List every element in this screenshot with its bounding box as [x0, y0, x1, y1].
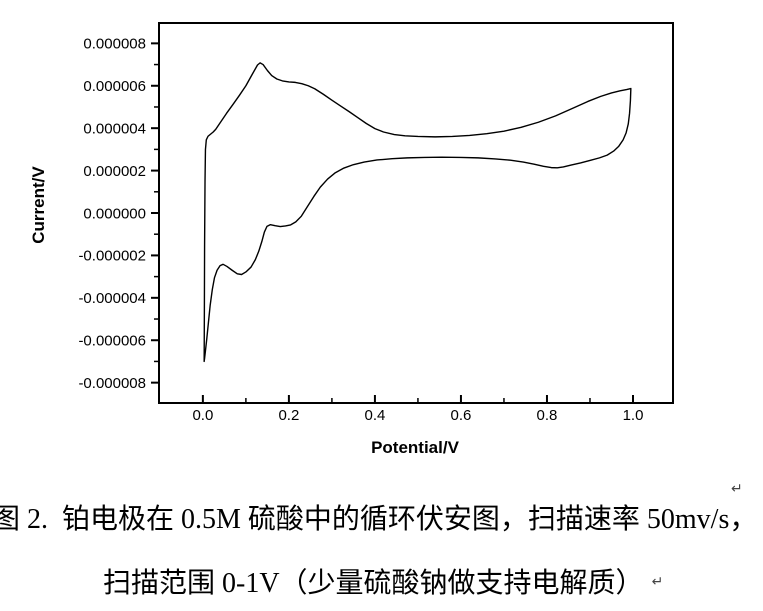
x-tick-label: 0.6: [451, 407, 472, 424]
y-axis-title: Current/V: [29, 166, 48, 244]
cv-curve: [203, 62, 632, 363]
y-tick-label: -0.000002: [78, 248, 146, 265]
x-axis-title: Potential/V: [371, 438, 460, 457]
y-tick-label: -0.000008: [78, 375, 146, 392]
y-tick-label: -0.000006: [78, 332, 146, 349]
plot-frame: [158, 22, 674, 404]
paragraph-mark-icon: ↵: [731, 481, 743, 497]
x-tick-label: 0.8: [537, 407, 558, 424]
y-tick-label: 0.000000: [83, 205, 146, 222]
x-tick-label: 1.0: [623, 407, 644, 424]
y-tick-label: -0.000004: [78, 290, 146, 307]
x-tick-label: 0.2: [278, 407, 299, 424]
cv-chart: 0.000008 0.000006 0.000004 0.000002 0.000000…: [29, 22, 674, 457]
paragraph-mark-icon: ↵: [651, 574, 664, 590]
y-tick-label: 0.000002: [83, 163, 146, 180]
x-tick-label: 0.4: [364, 407, 385, 424]
figure-caption-line2: 扫描范围 0-1V（少量硫酸钠做支持电解质） ↵: [103, 561, 663, 601]
y-tick-label: 0.000008: [83, 36, 146, 53]
x-tick-label: 0.0: [192, 407, 213, 424]
y-tick-label: 0.000006: [83, 78, 146, 95]
y-tick-label: 0.000004: [83, 120, 146, 137]
figure-caption-line2-text: 扫描范围 0-1V（少量硫酸钠做支持电解质）: [103, 568, 644, 599]
chart-axes-and-curve: 0.000008 0.000006 0.000004 0.000002 0.000000…: [78, 22, 674, 424]
figure-caption-line1: 图 2. 铂电极在 0.5M 硫酸中的循环伏安图，扫描速率 50mv/s，: [0, 504, 758, 535]
